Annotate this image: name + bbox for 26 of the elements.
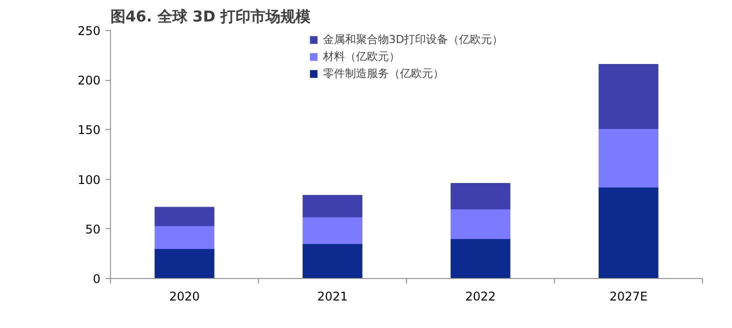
legend-label: 金属和聚合物3D打印设备（亿欧元） [322, 32, 504, 47]
y-tick-label: 200 [78, 74, 100, 88]
legend-label: 材料（亿欧元） [322, 49, 400, 64]
bar [154, 206, 214, 226]
legend-label: 零件制造服务（亿欧元） [322, 66, 444, 81]
y-tick-label: 50 [85, 222, 101, 236]
x-tick-label: 2027E [609, 290, 648, 304]
bar [450, 208, 510, 240]
x-tick-label: 2020 [169, 290, 200, 304]
bar [302, 216, 362, 244]
y-tick-label: 150 [78, 123, 100, 138]
bar [154, 226, 214, 249]
y-tick-label: 0 [92, 272, 101, 286]
x-tick-label: 2021 [317, 290, 348, 304]
bar [450, 238, 510, 278]
bar [598, 64, 658, 129]
bar [302, 244, 362, 278]
bar [598, 186, 658, 278]
bar [598, 128, 658, 188]
chart-title: 图46. 全球 3D 打印市场规模 [110, 8, 312, 26]
bar [450, 183, 510, 210]
bar [302, 194, 362, 218]
bar [154, 248, 214, 278]
x-tick-label: 2022 [465, 290, 496, 304]
y-tick-label: 250 [78, 24, 100, 38]
y-tick-label: 100 [78, 172, 100, 187]
